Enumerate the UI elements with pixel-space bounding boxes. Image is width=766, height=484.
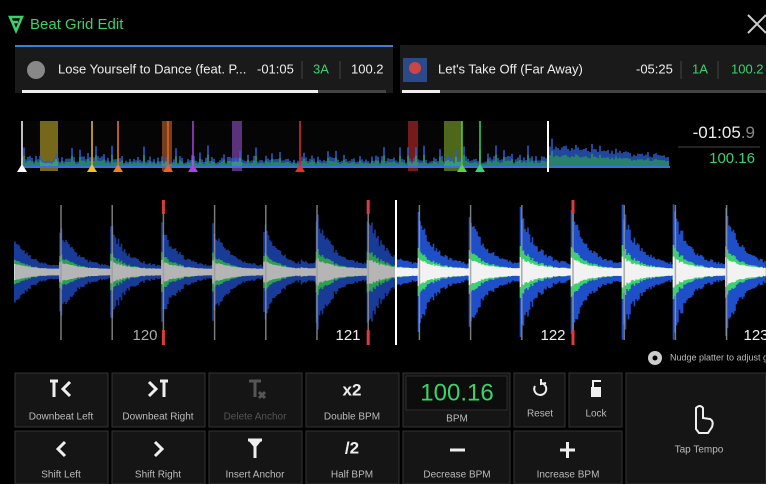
track-title: Lose Yourself to Dance (feat. P... — [58, 61, 246, 76]
beat-number: 120 — [132, 327, 157, 344]
icon — [153, 440, 165, 458]
button-label: Shift Left — [41, 470, 81, 481]
decrease-bpm-button[interactable] — [402, 430, 511, 484]
icon — [55, 440, 67, 458]
artwork-detail — [409, 62, 421, 74]
track-bpm: 100.2 — [731, 61, 764, 76]
bpm-value: 100.16 — [420, 379, 493, 406]
button-label: Downbeat Left — [29, 412, 94, 423]
downbeat-left-button[interactable] — [14, 372, 109, 428]
button-label: Increase BPM — [537, 470, 600, 481]
double-bpm-button[interactable] — [305, 372, 400, 428]
button-label: Double BPM — [324, 412, 380, 423]
icon — [147, 379, 168, 398]
cue-triangle — [295, 164, 305, 172]
cue-region — [162, 121, 172, 171]
icon — [591, 387, 601, 397]
button-label: Downbeat Right — [122, 412, 193, 423]
progress-fill — [22, 90, 318, 93]
shift-right-button[interactable] — [111, 430, 206, 484]
progress-track — [402, 90, 766, 93]
icon — [560, 442, 575, 458]
overview-bpm: 100.16 — [709, 150, 755, 167]
track-key: 3A — [313, 61, 329, 76]
cue-region — [232, 121, 242, 171]
button-label: Decrease BPM — [423, 470, 490, 481]
track-time: -05:25 — [636, 61, 673, 76]
cue-region — [408, 121, 418, 171]
button-label: Delete Anchor — [224, 412, 287, 423]
track-key: 1A — [692, 61, 708, 76]
header-title: Beat Grid Edit — [30, 16, 124, 33]
close-button[interactable] — [747, 14, 766, 34]
shift-left-button[interactable] — [14, 430, 109, 484]
cue-triangle — [113, 164, 123, 172]
button-icon-text: x2 — [343, 380, 362, 399]
cue-region — [40, 121, 58, 171]
overview-time: -01:05.9 — [693, 123, 755, 142]
bpm-display — [405, 375, 508, 411]
button-label: Half BPM — [331, 470, 373, 481]
hint-text: Nudge platter to adjust grid — [670, 352, 766, 362]
deck-panel — [400, 45, 766, 93]
reset-button[interactable] — [513, 372, 566, 428]
artwork — [27, 61, 45, 79]
downbeat-right-button[interactable] — [111, 372, 206, 428]
progress-fill — [402, 90, 440, 93]
track-title: Let's Take Off (Far Away) — [438, 61, 583, 76]
overview-played — [22, 121, 548, 166]
track-time: -01:05 — [257, 61, 294, 76]
played-shade — [15, 200, 396, 345]
button-label: Insert Anchor — [226, 470, 286, 481]
overview-waveform — [17, 121, 670, 172]
beat-number: 122 — [540, 327, 565, 344]
icon — [695, 405, 714, 434]
deck-panel — [15, 45, 393, 93]
icon — [248, 438, 262, 458]
button-label: Reset — [527, 409, 553, 420]
beat-number: 123 — [743, 327, 766, 344]
button-label: Lock — [585, 409, 607, 420]
cue-triangle — [457, 164, 467, 172]
button-icon-text: /2 — [345, 438, 359, 457]
half-bpm-button[interactable] — [305, 430, 400, 484]
cue-triangle — [163, 164, 173, 172]
main-waveform — [14, 200, 766, 345]
icon — [50, 379, 72, 398]
logo-icon — [8, 15, 24, 35]
cue-triangle — [17, 164, 27, 172]
platter-icon — [652, 355, 658, 361]
active-indicator — [15, 45, 393, 47]
icon — [592, 380, 601, 387]
beat-number: 121 — [335, 327, 360, 344]
bpm-label: BPM — [446, 414, 468, 425]
button-label: Shift Right — [135, 470, 181, 481]
track-bpm: 100.2 — [351, 61, 384, 76]
icon — [533, 379, 548, 396]
cue-triangle — [87, 164, 97, 172]
button-label: Tap Tempo — [675, 445, 724, 456]
cue-triangle — [188, 164, 198, 172]
icon — [249, 379, 267, 400]
cue-triangle — [475, 164, 485, 172]
